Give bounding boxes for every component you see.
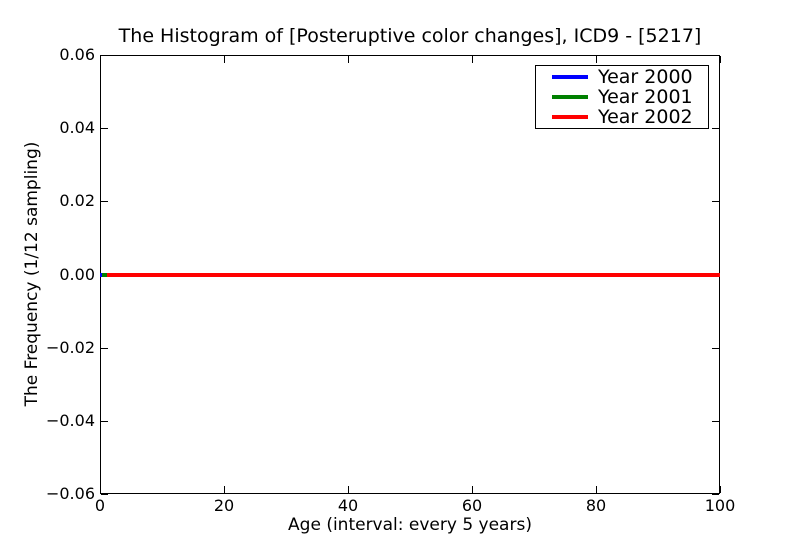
y-tick-left	[101, 201, 108, 202]
y-tick-label: −0.06	[45, 484, 95, 503]
y-tick-right	[712, 348, 719, 349]
y-tick-left	[101, 421, 108, 422]
legend-swatch-year-2000	[552, 75, 588, 79]
y-tick-label: 0.06	[59, 45, 95, 64]
x-tick-bottom	[472, 486, 473, 493]
x-tick-bottom	[596, 486, 597, 493]
chart-title: The Histogram of [Posteruptive color cha…	[118, 25, 702, 47]
x-tick-label: 20	[213, 496, 235, 515]
legend-row: Year 2000	[536, 67, 708, 87]
y-tick-label: 0.02	[59, 191, 95, 210]
y-tick-right	[712, 494, 719, 495]
legend-swatch-year-2001	[552, 95, 588, 99]
x-tick-bottom	[720, 486, 721, 493]
y-tick-left	[101, 494, 108, 495]
series-line-year-2002	[107, 272, 720, 277]
x-tick-label: 100	[704, 496, 736, 515]
y-tick-label: 0.00	[59, 265, 95, 284]
legend-row: Year 2002	[536, 107, 708, 127]
y-axis-label: The Frequency (1/12 sampling)	[22, 141, 42, 407]
x-tick-label: 0	[94, 496, 106, 515]
x-tick-label: 80	[585, 496, 607, 515]
x-tick-top	[348, 56, 349, 63]
x-tick-bottom	[348, 486, 349, 493]
legend-row: Year 2001	[536, 87, 708, 107]
x-tick-label: 60	[461, 496, 483, 515]
x-tick-top	[472, 56, 473, 63]
y-tick-right	[712, 128, 719, 129]
legend-swatch-year-2002	[552, 115, 588, 119]
x-tick-top	[100, 56, 101, 63]
legend: Year 2000 Year 2001 Year 2002	[535, 65, 709, 129]
y-tick-left	[101, 348, 108, 349]
y-tick-right	[712, 201, 719, 202]
legend-label: Year 2000	[598, 66, 693, 88]
y-tick-label: −0.02	[45, 338, 95, 357]
y-tick-label: 0.04	[59, 118, 95, 137]
x-axis-label: Age (interval: every 5 years)	[288, 515, 532, 535]
legend-label: Year 2001	[598, 86, 693, 108]
x-tick-top	[224, 56, 225, 63]
x-tick-top	[720, 56, 721, 63]
y-tick-right	[712, 55, 719, 56]
legend-label: Year 2002	[598, 106, 693, 128]
x-tick-label: 40	[337, 496, 359, 515]
x-tick-top	[596, 56, 597, 63]
y-tick-left	[101, 128, 108, 129]
y-tick-left	[101, 55, 108, 56]
y-tick-label: −0.04	[45, 411, 95, 430]
y-tick-right	[712, 421, 719, 422]
x-tick-bottom	[100, 486, 101, 493]
x-tick-bottom	[224, 486, 225, 493]
